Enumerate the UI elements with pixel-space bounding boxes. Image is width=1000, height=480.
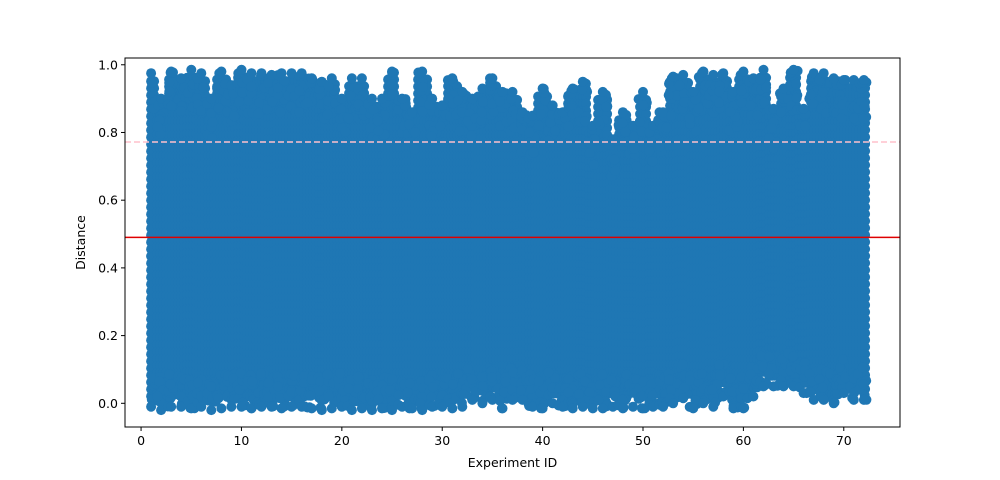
scatter-points (146, 64, 872, 416)
